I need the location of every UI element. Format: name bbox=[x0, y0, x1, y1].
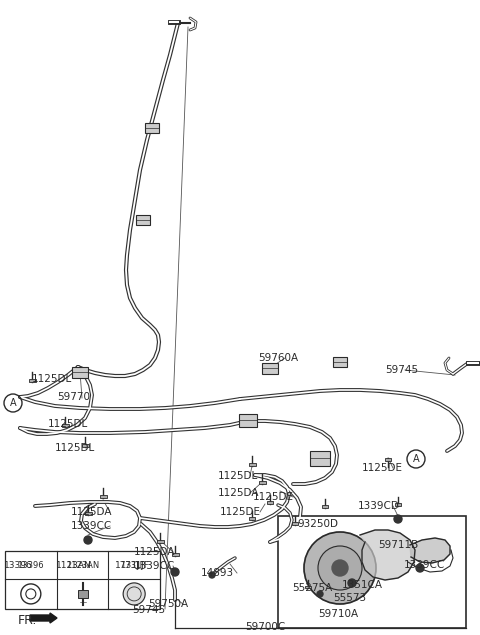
Circle shape bbox=[394, 515, 402, 523]
Text: 13396: 13396 bbox=[18, 561, 44, 570]
Text: 59700C: 59700C bbox=[245, 622, 285, 632]
Text: 1125DL: 1125DL bbox=[32, 374, 72, 384]
Polygon shape bbox=[305, 585, 311, 588]
Polygon shape bbox=[410, 538, 450, 563]
Text: 59760A: 59760A bbox=[258, 353, 298, 363]
Text: 1125DL: 1125DL bbox=[218, 471, 258, 481]
Text: A: A bbox=[413, 454, 420, 464]
Circle shape bbox=[209, 572, 215, 578]
Text: 1123AN: 1123AN bbox=[56, 561, 92, 570]
Polygon shape bbox=[267, 501, 273, 504]
Text: 59750A: 59750A bbox=[148, 599, 188, 609]
Polygon shape bbox=[28, 379, 36, 382]
Bar bbox=[136, 215, 150, 225]
Text: 1125DE: 1125DE bbox=[362, 463, 403, 473]
Bar bbox=[5, 551, 160, 609]
Circle shape bbox=[348, 579, 356, 587]
Text: 1339CC: 1339CC bbox=[71, 521, 112, 531]
Text: 1125DA: 1125DA bbox=[71, 507, 112, 517]
Polygon shape bbox=[61, 424, 69, 427]
Circle shape bbox=[304, 532, 376, 604]
Text: 1125DE: 1125DE bbox=[220, 507, 261, 517]
Text: 1125DL: 1125DL bbox=[48, 419, 88, 429]
Polygon shape bbox=[322, 505, 328, 508]
Circle shape bbox=[317, 591, 323, 597]
Circle shape bbox=[318, 546, 362, 590]
Polygon shape bbox=[385, 458, 391, 461]
Polygon shape bbox=[395, 504, 401, 506]
Text: 1125DE: 1125DE bbox=[253, 492, 294, 502]
Bar bbox=[77, 590, 87, 598]
Text: 14893: 14893 bbox=[201, 568, 234, 578]
Polygon shape bbox=[360, 530, 415, 580]
Text: 59745: 59745 bbox=[132, 605, 165, 615]
Polygon shape bbox=[82, 444, 88, 447]
Text: 1339CC: 1339CC bbox=[404, 560, 445, 570]
Text: 55573: 55573 bbox=[333, 593, 366, 603]
Bar bbox=[278, 516, 466, 628]
Polygon shape bbox=[84, 512, 92, 515]
Circle shape bbox=[123, 583, 145, 605]
Text: 1125DL: 1125DL bbox=[55, 443, 95, 453]
Bar bbox=[333, 357, 347, 367]
Text: 59711B: 59711B bbox=[378, 540, 418, 550]
Bar bbox=[310, 450, 330, 465]
Text: 1731JF: 1731JF bbox=[115, 561, 145, 570]
Text: 1123AN: 1123AN bbox=[66, 561, 99, 570]
Text: 1125DA: 1125DA bbox=[218, 488, 260, 498]
Text: 59710A: 59710A bbox=[318, 609, 358, 619]
Circle shape bbox=[416, 564, 424, 572]
Circle shape bbox=[84, 536, 92, 544]
Circle shape bbox=[26, 589, 36, 599]
Text: 93250D: 93250D bbox=[297, 519, 338, 529]
Circle shape bbox=[332, 560, 348, 576]
Polygon shape bbox=[292, 523, 298, 525]
Polygon shape bbox=[171, 553, 179, 556]
Bar bbox=[145, 123, 159, 133]
Text: 1339CD: 1339CD bbox=[358, 501, 400, 511]
Bar bbox=[72, 366, 88, 377]
Polygon shape bbox=[249, 518, 255, 520]
Polygon shape bbox=[99, 495, 107, 498]
Text: 59745: 59745 bbox=[385, 365, 418, 375]
Text: 1125DA: 1125DA bbox=[134, 547, 176, 557]
Bar bbox=[239, 413, 257, 427]
Text: A: A bbox=[10, 398, 16, 408]
Text: 55275A: 55275A bbox=[292, 583, 332, 593]
Text: 1339CC: 1339CC bbox=[134, 561, 175, 571]
Bar bbox=[262, 363, 278, 373]
Polygon shape bbox=[249, 463, 255, 466]
Text: 59770: 59770 bbox=[57, 392, 90, 402]
Text: 1351CA: 1351CA bbox=[342, 580, 383, 590]
FancyArrow shape bbox=[30, 613, 57, 623]
Text: FR.: FR. bbox=[18, 613, 37, 627]
Text: 13396: 13396 bbox=[4, 561, 32, 570]
Polygon shape bbox=[156, 540, 164, 543]
Circle shape bbox=[171, 568, 179, 576]
Polygon shape bbox=[259, 481, 265, 484]
Text: 1731JF: 1731JF bbox=[120, 561, 148, 570]
